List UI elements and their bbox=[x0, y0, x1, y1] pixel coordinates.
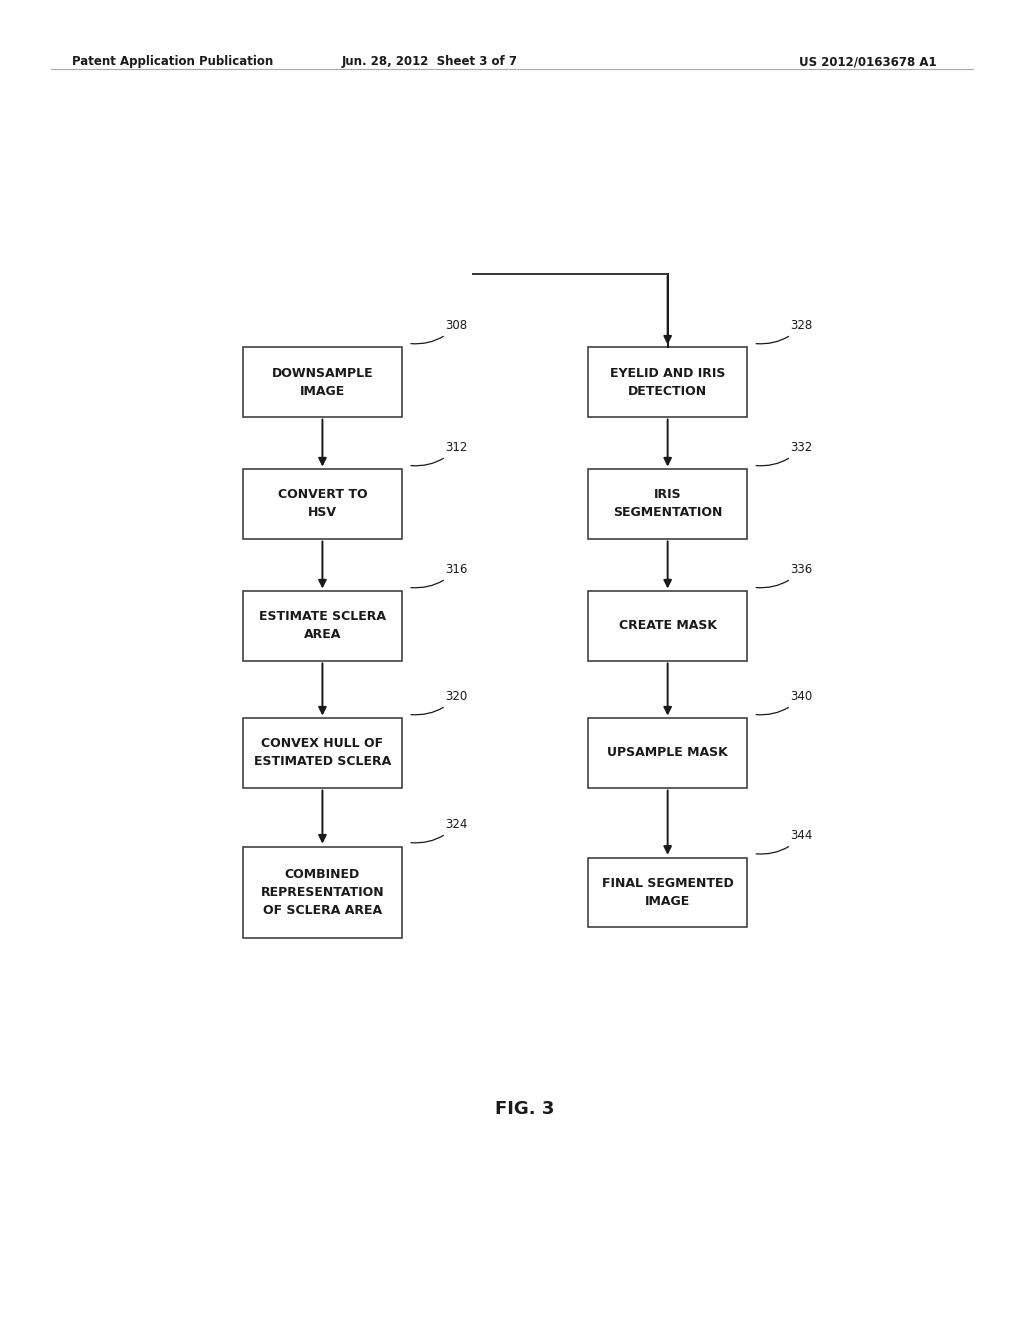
Text: 340: 340 bbox=[756, 690, 813, 715]
Text: CONVEX HULL OF
ESTIMATED SCLERA: CONVEX HULL OF ESTIMATED SCLERA bbox=[254, 738, 391, 768]
Text: CREATE MASK: CREATE MASK bbox=[618, 619, 717, 632]
Text: 332: 332 bbox=[756, 441, 813, 466]
Text: IRIS
SEGMENTATION: IRIS SEGMENTATION bbox=[613, 488, 722, 520]
Text: COMBINED
REPRESENTATION
OF SCLERA AREA: COMBINED REPRESENTATION OF SCLERA AREA bbox=[261, 867, 384, 917]
FancyBboxPatch shape bbox=[588, 858, 748, 927]
Text: 328: 328 bbox=[756, 319, 813, 343]
Text: 316: 316 bbox=[411, 564, 468, 587]
Text: 324: 324 bbox=[411, 818, 468, 843]
Text: ESTIMATE SCLERA
AREA: ESTIMATE SCLERA AREA bbox=[259, 610, 386, 642]
Text: FINAL SEGMENTED
IMAGE: FINAL SEGMENTED IMAGE bbox=[602, 876, 733, 908]
FancyBboxPatch shape bbox=[243, 591, 401, 660]
Text: 320: 320 bbox=[411, 690, 468, 715]
Text: UPSAMPLE MASK: UPSAMPLE MASK bbox=[607, 747, 728, 759]
Text: FIG. 3: FIG. 3 bbox=[496, 1100, 554, 1118]
Text: EYELID AND IRIS
DETECTION: EYELID AND IRIS DETECTION bbox=[610, 367, 725, 397]
Text: 312: 312 bbox=[411, 441, 468, 466]
FancyBboxPatch shape bbox=[243, 470, 401, 539]
FancyBboxPatch shape bbox=[588, 347, 748, 417]
Text: 336: 336 bbox=[756, 564, 813, 587]
FancyBboxPatch shape bbox=[588, 591, 748, 660]
Text: Jun. 28, 2012  Sheet 3 of 7: Jun. 28, 2012 Sheet 3 of 7 bbox=[342, 55, 518, 69]
Text: 308: 308 bbox=[411, 319, 468, 343]
Text: US 2012/0163678 A1: US 2012/0163678 A1 bbox=[799, 55, 936, 69]
Text: 344: 344 bbox=[756, 829, 813, 854]
Text: Patent Application Publication: Patent Application Publication bbox=[72, 55, 273, 69]
FancyBboxPatch shape bbox=[243, 846, 401, 939]
Text: CONVERT TO
HSV: CONVERT TO HSV bbox=[278, 488, 368, 520]
FancyBboxPatch shape bbox=[588, 470, 748, 539]
FancyBboxPatch shape bbox=[588, 718, 748, 788]
FancyBboxPatch shape bbox=[243, 718, 401, 788]
FancyBboxPatch shape bbox=[243, 347, 401, 417]
Text: DOWNSAMPLE
IMAGE: DOWNSAMPLE IMAGE bbox=[271, 367, 373, 397]
